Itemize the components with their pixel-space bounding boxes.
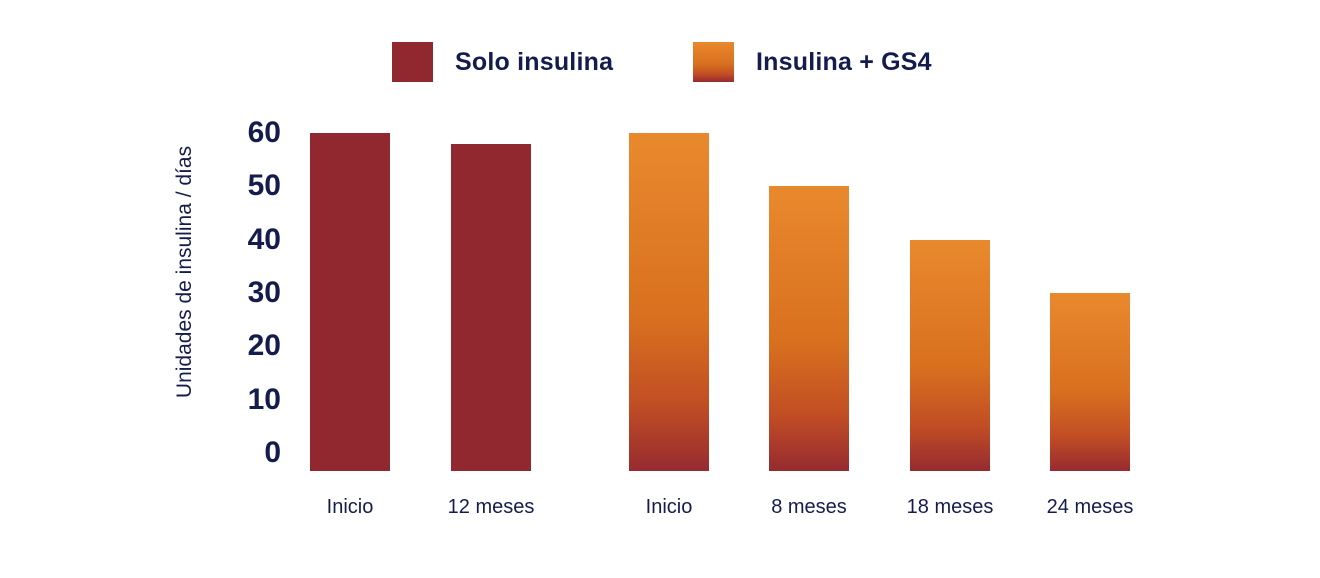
x-axis-label-insulina-gs4-18-meses: 18 meses [906,496,994,518]
x-axis-label-insulina-gs4-8-meses: 8 meses [771,496,847,518]
x-axis-label-insulina-gs4-inicio: Inicio [645,496,693,518]
legend-swatch-solo-insulina [392,42,433,82]
y-tick-label-50: 50 [247,169,281,203]
bar-insulina-gs4-8-meses [769,186,849,471]
legend-item-insulina-gs4: Insulina + GS4 [693,42,932,82]
bar-solo-insulina-12-meses [451,143,531,471]
bar-insulina-gs4-24-meses [1050,293,1130,471]
x-axis-label-solo-insulina-inicio: Inicio [326,496,374,518]
legend-item-solo-insulina: Solo insulina [392,42,613,82]
x-axis-label-insulina-gs4-24-meses: 24 meses [1046,496,1134,518]
legend-label-insulina-gs4: Insulina + GS4 [756,47,932,76]
y-tick-label-10: 10 [247,382,281,416]
bar-solo-insulina-inicio [310,133,390,471]
bar-insulina-gs4-inicio [629,133,709,471]
y-tick-label-20: 20 [247,329,281,363]
x-axis-label-solo-insulina-12-meses: 12 meses [447,496,535,518]
legend-swatch-insulina-gs4 [693,42,734,82]
y-tick-label-0: 0 [264,436,281,469]
legend-label-solo-insulina: Solo insulina [455,47,614,76]
y-axis-title: Unidades de insulina / días [173,145,196,399]
y-tick-label-30: 30 [247,276,281,309]
y-tick-label-40: 40 [247,222,281,256]
y-tick-label-60: 60 [247,116,281,149]
bar-insulina-gs4-18-meses [910,239,990,471]
